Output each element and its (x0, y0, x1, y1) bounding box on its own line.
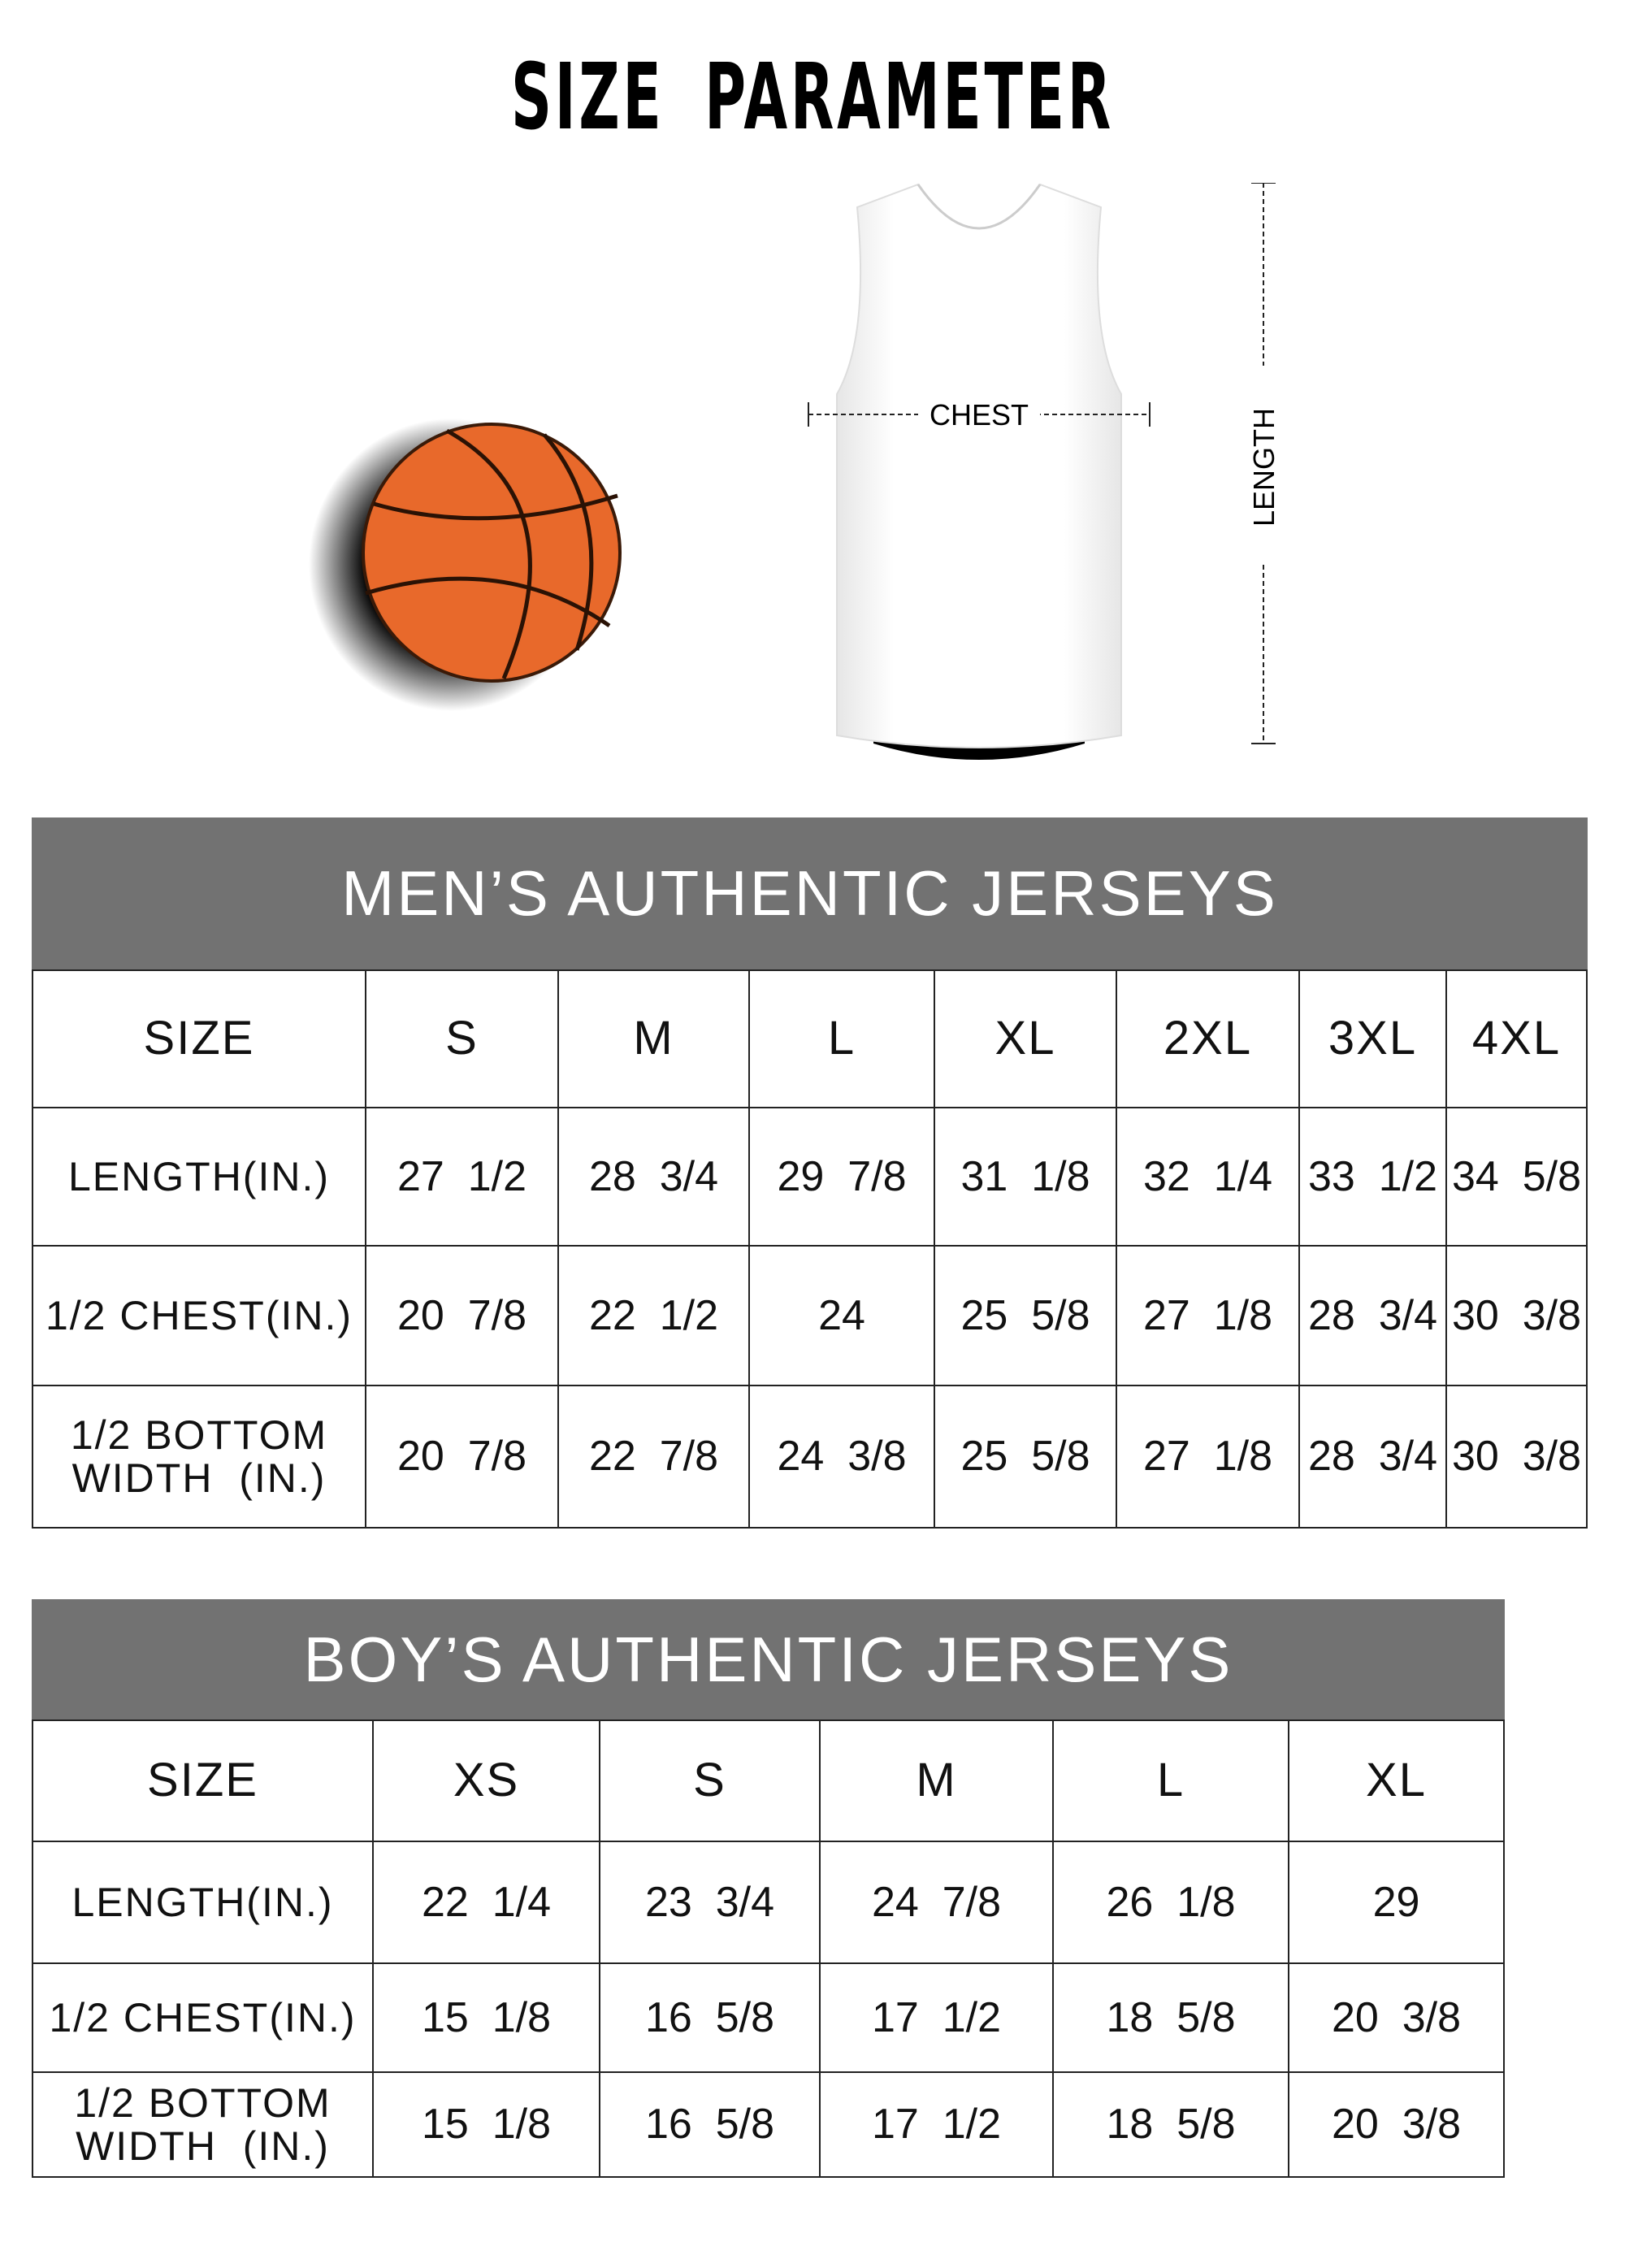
measurement-cell: 28 3/4 (1300, 1386, 1447, 1529)
page-title: SIZE PARAMETER (309, 45, 1316, 150)
measurement-cell: 22 1/4 (374, 1842, 600, 1964)
measurement-cell: 25 5/8 (935, 1247, 1117, 1386)
measurement-cell: 28 3/4 (1300, 1247, 1447, 1386)
measurement-cell: 29 7/8 (750, 1108, 935, 1247)
measurement-cell: 26 1/8 (1054, 1842, 1289, 1964)
size-column-header: M (559, 971, 750, 1108)
measurement-cell: 24 (750, 1247, 935, 1386)
boys-table-grid: SIZE XS S M L XL LENGTH(IN.) 22 1/4 23 3/4 24 7/8… (32, 1719, 1505, 2178)
size-column-header: 3XL (1300, 971, 1447, 1108)
title-word-parameter: PARAMETER (704, 45, 1114, 150)
measurement-cell: 33 1/2 (1300, 1108, 1447, 1247)
size-header: SIZE (33, 1721, 374, 1842)
row-label: 1/2 BOTTOM WIDTH (IN.) (33, 2073, 374, 2178)
measurement-cell: 15 1/8 (374, 2073, 600, 2178)
chest-label: CHEST (930, 398, 1029, 431)
jersey-diagram: CHEST (808, 183, 1150, 760)
measurement-cell: 29 (1289, 1842, 1505, 1964)
measurement-cell: 18 5/8 (1054, 2073, 1289, 2178)
size-header: SIZE (33, 971, 366, 1108)
row-label: 1/2 CHEST(IN.) (33, 1247, 366, 1386)
measurement-cell: 20 7/8 (366, 1247, 559, 1386)
measurement-cell: 15 1/8 (374, 1964, 600, 2073)
measurement-cell: 20 3/8 (1289, 2073, 1505, 2178)
row-label: LENGTH(IN.) (33, 1108, 366, 1247)
measurement-cell: 17 1/2 (821, 2073, 1054, 2178)
size-column-header: 4XL (1447, 971, 1588, 1108)
mens-table-grid: SIZE S M L XL 2XL 3XL 4XL LENGTH(IN.) 27 1/2 28 3/… (32, 969, 1588, 1529)
size-column-header: XS (374, 1721, 600, 1842)
measurement-cell: 20 3/8 (1289, 1964, 1505, 2073)
measurement-cell: 27 1/8 (1117, 1247, 1300, 1386)
title-word-size: SIZE (511, 45, 665, 150)
length-label: LENGTH (1247, 408, 1280, 527)
size-column-header: L (1054, 1721, 1289, 1842)
measurement-cell: 18 5/8 (1054, 1964, 1289, 2073)
size-column-header: S (366, 971, 559, 1108)
size-column-header: M (821, 1721, 1054, 1842)
measurement-cell: 23 3/4 (600, 1842, 821, 1964)
measurement-cell: 27 1/8 (1117, 1386, 1300, 1529)
measurement-cell: 20 7/8 (366, 1386, 559, 1529)
measurement-cell: 30 3/8 (1447, 1386, 1588, 1529)
mens-table-heading: MEN’S AUTHENTIC JERSEYS (32, 817, 1588, 969)
size-column-header: XL (935, 971, 1117, 1108)
measurement-cell: 34 5/8 (1447, 1108, 1588, 1247)
measurement-cell: 24 7/8 (821, 1842, 1054, 1964)
measurement-cell: 22 7/8 (559, 1386, 750, 1529)
size-column-header: XL (1289, 1721, 1505, 1842)
measurement-cell: 28 3/4 (559, 1108, 750, 1247)
boys-table-heading: BOY’S AUTHENTIC JERSEYS (32, 1599, 1505, 1719)
size-column-header: L (750, 971, 935, 1108)
measurement-cell: 27 1/2 (366, 1108, 559, 1247)
length-indicator: LENGTH (1247, 183, 1280, 744)
measurement-cell: 17 1/2 (821, 1964, 1054, 2073)
measurement-cell: 25 5/8 (935, 1386, 1117, 1529)
measurement-cell: 32 1/4 (1117, 1108, 1300, 1247)
size-column-header: S (600, 1721, 821, 1842)
size-column-header: 2XL (1117, 971, 1300, 1108)
measurement-cell: 31 1/8 (935, 1108, 1117, 1247)
measurement-cell: 16 5/8 (600, 2073, 821, 2178)
row-label: 1/2 CHEST(IN.) (33, 1964, 374, 2073)
measurement-cell: 16 5/8 (600, 1964, 821, 2073)
basketball-icon (309, 418, 622, 711)
measurement-cell: 24 3/8 (750, 1386, 935, 1529)
row-label: 1/2 BOTTOM WIDTH (IN.) (33, 1386, 366, 1529)
measurement-cell: 22 1/2 (559, 1247, 750, 1386)
measurement-cell: 30 3/8 (1447, 1247, 1588, 1386)
row-label: LENGTH(IN.) (33, 1842, 374, 1964)
